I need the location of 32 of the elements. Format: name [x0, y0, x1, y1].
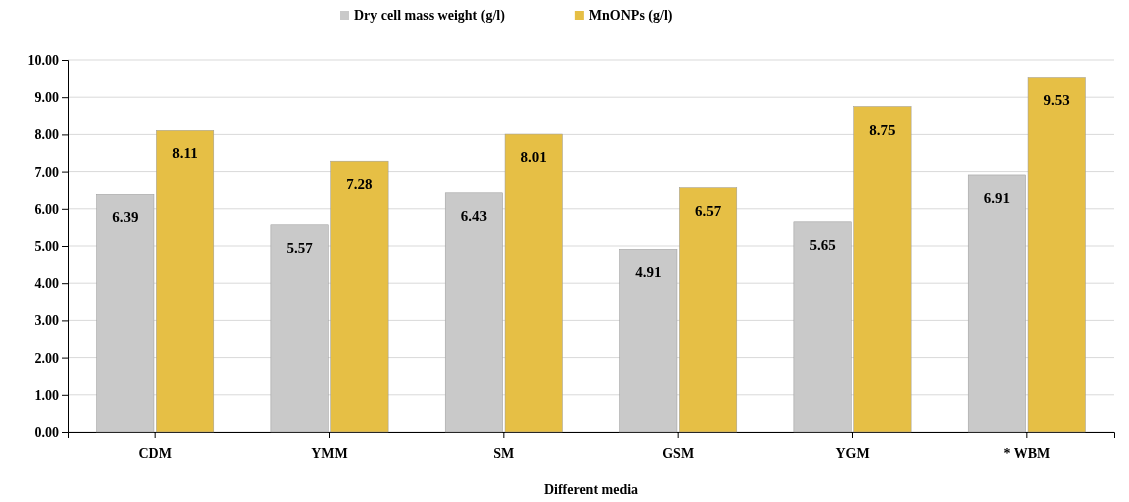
- x-axis-title: Different media: [543, 482, 639, 497]
- data-label: 8.11: [172, 145, 198, 162]
- x-tick-label: GSM: [662, 445, 695, 461]
- x-tick-label: SM: [493, 445, 515, 461]
- x-tick-label: YMM: [311, 445, 348, 461]
- data-label: 8.75: [869, 121, 896, 138]
- y-tick-label: 4.00: [34, 276, 59, 292]
- y-tick-label: 9.00: [34, 90, 59, 106]
- data-label: 4.91: [635, 264, 662, 281]
- y-tick-label: 10.00: [27, 52, 59, 68]
- data-label: 9.53: [1043, 92, 1070, 109]
- data-label: 6.57: [694, 202, 722, 219]
- legend-label: Dry cell mass weight (g/l): [354, 8, 506, 24]
- y-tick-label: 0.00: [34, 424, 59, 440]
- y-tick-label: 2.00: [34, 350, 59, 366]
- data-label: 7.28: [346, 176, 373, 193]
- data-label: 5.65: [809, 236, 836, 253]
- y-tick-label: 5.00: [34, 238, 59, 254]
- data-label: 5.57: [286, 239, 314, 256]
- y-tick-label: 1.00: [34, 387, 59, 403]
- x-tick-label: CDM: [138, 445, 172, 461]
- x-tick-label: * WBM: [1003, 445, 1051, 461]
- data-label: 6.39: [112, 209, 139, 226]
- data-label: 6.43: [460, 207, 488, 224]
- data-label: 6.91: [983, 189, 1011, 206]
- data-label: 8.01: [520, 149, 547, 166]
- y-tick-label: 7.00: [34, 164, 59, 180]
- y-tick-label: 3.00: [34, 313, 59, 329]
- y-tick-label: 6.00: [34, 201, 59, 217]
- legend-label: MnONPs (g/l): [588, 8, 673, 24]
- x-tick-label: YGM: [835, 445, 870, 461]
- y-tick-label: 8.00: [34, 127, 59, 143]
